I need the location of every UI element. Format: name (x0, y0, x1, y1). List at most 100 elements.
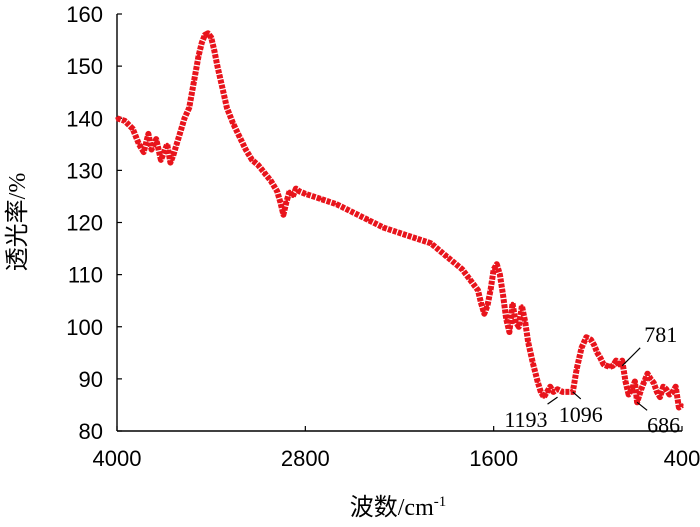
peak-annotation: 686 (647, 412, 680, 437)
data-point (495, 262, 499, 266)
data-point (165, 142, 169, 146)
data-point (548, 385, 552, 389)
data-point (275, 189, 279, 193)
annotation-layer: 781 1193 1096 686 (504, 322, 680, 437)
x-tick-label: 4000 (93, 446, 142, 471)
data-point (350, 210, 354, 214)
data-point (680, 403, 684, 407)
x-tick-label: 400 (664, 446, 700, 471)
data-point (523, 319, 527, 324)
data-point (382, 226, 386, 230)
data-point (178, 132, 182, 136)
data-point (281, 213, 285, 217)
data-point (413, 236, 417, 240)
data-point (203, 33, 207, 37)
data-point (545, 390, 549, 394)
axes (116, 14, 682, 432)
data-point (526, 340, 530, 344)
data-point (192, 80, 196, 84)
data-point (123, 119, 127, 123)
data-point (639, 387, 643, 391)
data-point (608, 365, 612, 369)
data-point (288, 189, 292, 193)
data-point (366, 218, 370, 222)
data-point (507, 330, 511, 334)
data-point (555, 387, 560, 391)
data-point (269, 179, 273, 183)
data-point (468, 278, 472, 282)
data-point (231, 121, 235, 126)
data-point (661, 385, 665, 389)
data-point (479, 301, 483, 305)
data-point (498, 273, 502, 277)
data-point (476, 288, 480, 292)
data-point (674, 385, 678, 389)
data-point (206, 31, 210, 35)
data-point (664, 387, 668, 391)
data-point (536, 379, 540, 384)
data-point (584, 335, 588, 339)
data-point (611, 364, 615, 368)
data-point (212, 48, 216, 53)
data-point (514, 319, 518, 324)
series-layer (115, 30, 684, 411)
y-tick-label: 90 (79, 367, 103, 392)
data-point (601, 362, 606, 366)
data-point (580, 346, 584, 350)
data-point (652, 381, 656, 385)
y-tick-label: 100 (66, 315, 103, 340)
annotation-leader (572, 391, 582, 400)
data-point (520, 304, 524, 308)
data-point (542, 395, 546, 399)
data-point (197, 54, 201, 58)
data-point (220, 85, 224, 89)
data-point (623, 379, 628, 384)
data-point (294, 187, 298, 191)
y-tick-label: 130 (66, 158, 103, 183)
data-point (642, 379, 646, 384)
peak-annotation: 1096 (559, 402, 603, 427)
x-tick-label: 2800 (281, 446, 330, 471)
data-point (159, 158, 163, 162)
y-tick-label: 110 (68, 263, 103, 288)
data-point (492, 267, 496, 271)
data-point (605, 364, 609, 368)
data-point (256, 163, 260, 167)
data-point (175, 142, 179, 146)
data-point (592, 343, 596, 347)
data-point (319, 197, 323, 201)
data-point (501, 293, 505, 298)
data-point (137, 142, 141, 146)
data-point (244, 147, 248, 152)
y-ticks: 80 90 100 110 120 130 140 150 160 (66, 2, 122, 444)
data-point (303, 192, 307, 196)
data-point (565, 390, 570, 394)
data-point (200, 41, 204, 45)
data-point (215, 64, 219, 68)
data-point (162, 150, 166, 154)
data-point (278, 200, 282, 204)
data-point (262, 171, 267, 175)
data-point (488, 288, 493, 292)
data-point (115, 116, 119, 120)
data-point (171, 153, 176, 157)
data-point (667, 392, 672, 397)
data-point (627, 392, 631, 397)
annotation-leader (621, 347, 641, 367)
data-point (291, 194, 295, 198)
data-point (575, 366, 579, 370)
data-point (630, 387, 634, 391)
data-point (539, 390, 543, 394)
data-point (154, 137, 158, 141)
peak-annotation: 1193 (504, 407, 547, 432)
data-point (589, 338, 593, 342)
data-point (149, 147, 154, 152)
y-tick-label: 80 (79, 419, 103, 444)
data-point (598, 356, 603, 360)
y-tick-label: 150 (66, 54, 103, 79)
data-point (620, 359, 624, 363)
data-point (445, 254, 449, 258)
data-point (658, 395, 662, 399)
data-point (510, 301, 515, 305)
data-point (561, 390, 565, 394)
